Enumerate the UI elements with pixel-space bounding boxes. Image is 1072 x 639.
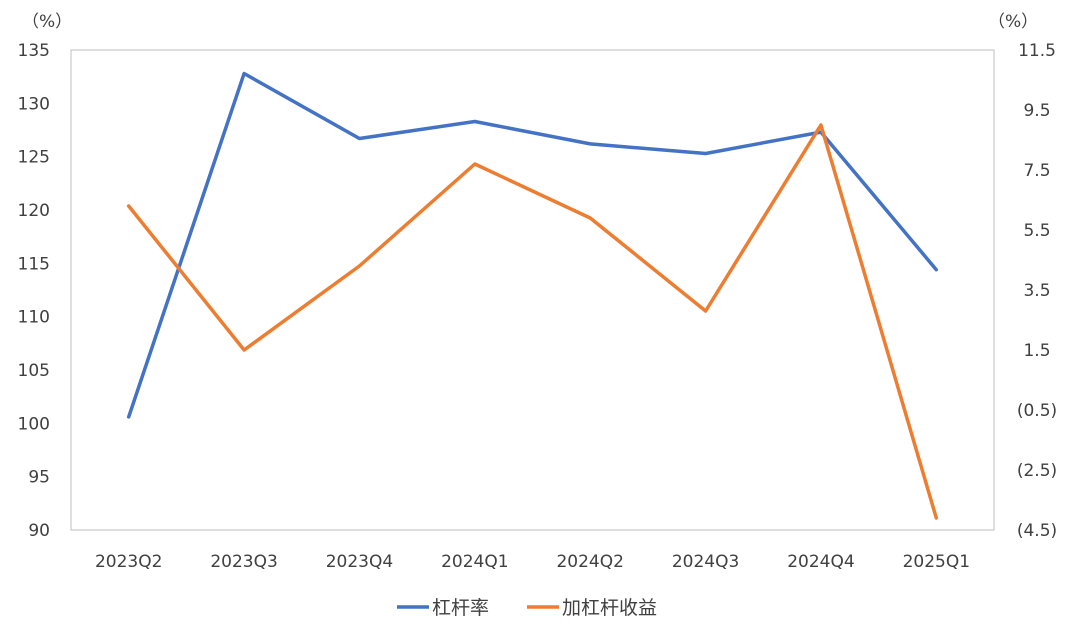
x-tick-label: 2025Q1 [903, 552, 970, 572]
right-tick-label: 1.5 [1023, 341, 1050, 361]
series-line-left [126, 71, 939, 419]
left-tick-label: 135 [18, 41, 50, 61]
x-tick-label: 2024Q4 [787, 552, 854, 572]
right-tick-label: 7.5 [1023, 161, 1050, 181]
x-tick-label: 2024Q1 [441, 552, 508, 572]
x-tick-label: 2023Q3 [210, 552, 277, 572]
x-tick-label: 2023Q4 [326, 552, 393, 572]
right-tick-label: (4.5) [1017, 521, 1057, 541]
left-tick-label: 100 [18, 414, 50, 434]
series-line-right [126, 123, 939, 520]
left-axis-unit: （%） [22, 12, 72, 32]
right-tick-label: 9.5 [1023, 101, 1050, 121]
right-axis-unit: （%） [988, 12, 1038, 32]
legend: 杠杆率 加杠杆收益 [397, 597, 657, 619]
legend-label: 加杠杆收益 [562, 597, 657, 619]
right-tick-label: (0.5) [1017, 401, 1057, 421]
legend-label: 杠杆率 [432, 597, 489, 619]
x-axis-ticks: 2023Q2 2023Q3 2023Q4 2024Q1 2024Q2 2024Q3 2024… [95, 552, 970, 572]
left-axis-ticks: 135 130 125 120 115 110 105 100 95 90 [18, 41, 50, 541]
right-axis-ticks: 11.5 9.5 7.5 5.5 3.5 1.5 (0.5) (2.5) (4.5) [1017, 41, 1057, 541]
right-tick-label: 11.5 [1018, 41, 1056, 61]
left-tick-label: 125 [18, 148, 50, 168]
x-tick-label: 2024Q3 [672, 552, 739, 572]
series-lines [126, 71, 939, 520]
left-tick-label: 95 [28, 468, 50, 488]
left-tick-label: 105 [18, 361, 50, 381]
right-tick-label: 5.5 [1023, 221, 1050, 241]
right-tick-label: (2.5) [1017, 461, 1057, 481]
x-tick-label: 2023Q2 [95, 552, 162, 572]
left-tick-label: 110 [18, 308, 50, 328]
x-tick-label: 2024Q2 [556, 552, 623, 572]
left-tick-label: 115 [18, 254, 50, 274]
left-tick-label: 120 [18, 201, 50, 221]
plot-area-border [70, 49, 995, 531]
left-tick-label: 90 [28, 521, 50, 541]
right-tick-label: 3.5 [1023, 281, 1050, 301]
left-tick-label: 130 [18, 94, 50, 114]
